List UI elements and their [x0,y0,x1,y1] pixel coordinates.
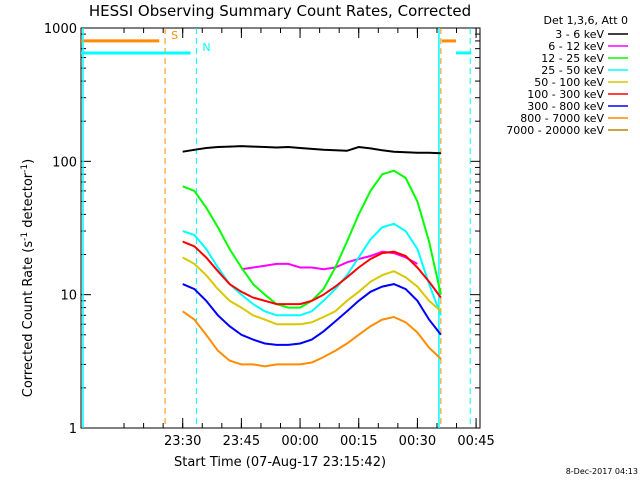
y-axis-label-end: ) [21,159,36,164]
x-tick-label: 00:45 [457,434,494,449]
legend-label: 25 - 50 keV [541,64,604,77]
x-tick-label: 00:00 [281,434,318,449]
x-tick-label: 23:30 [164,434,201,449]
series-line-5 [182,240,442,306]
marker-label-s: S [171,29,178,42]
plot-area: 1000 100 10 1 23:30 23:45 00:00 00:15 00:30 00:45… [44,22,495,449]
y-tick-label: 10 [60,289,77,304]
legend-label: 800 - 7000 keV [520,112,604,125]
legend-label: 12 - 25 keV [541,52,604,65]
marker-label-n: N [202,41,210,54]
chart-title: HESSI Observing Summary Count Rates, Cor… [89,2,471,20]
series-line-0 [182,145,441,155]
plot-frame [80,27,481,429]
x-tick-label: 00:30 [399,434,436,449]
y-tick-label: 1 [69,422,77,437]
x-tick-label: 00:15 [340,434,377,449]
y-axis-label-sup2: -1 [20,164,30,173]
svg-text:Corrected Count Rate (s-1 dete: Corrected Count Rate (s-1 detector-1) [20,159,36,397]
y-axis-label-sup1: -1 [20,232,30,241]
y-axis-label-main: Corrected Count Rate (s [21,241,36,398]
series-line-1 [241,250,418,271]
legend-header: Det 1,3,6, Att 0 [544,14,628,27]
y-tick-label: 100 [52,155,77,170]
legend-label: 50 - 100 keV [534,76,604,89]
x-tick-label: 23:45 [223,434,260,449]
legend-label: 300 - 800 keV [527,100,604,113]
footer-date: 8-Dec-2017 04:13 [566,467,638,476]
y-axis-label: Corrected Count Rate (s-1 detector-1) [20,159,36,397]
x-axis-label: Start Time (07-Aug-17 23:15:42) [174,455,386,470]
legend-label: 3 - 6 keV [555,28,604,41]
series-line-6 [182,283,442,346]
series-line-4 [182,256,442,326]
legend-label: 6 - 12 keV [548,40,604,53]
legend-label: 100 - 300 keV [527,88,604,101]
series-line-7 [182,310,442,368]
y-axis-label-mid: detector [21,172,36,232]
legend-label: 7000 - 20000 keV [506,124,604,137]
y-tick-label: 1000 [44,22,77,37]
